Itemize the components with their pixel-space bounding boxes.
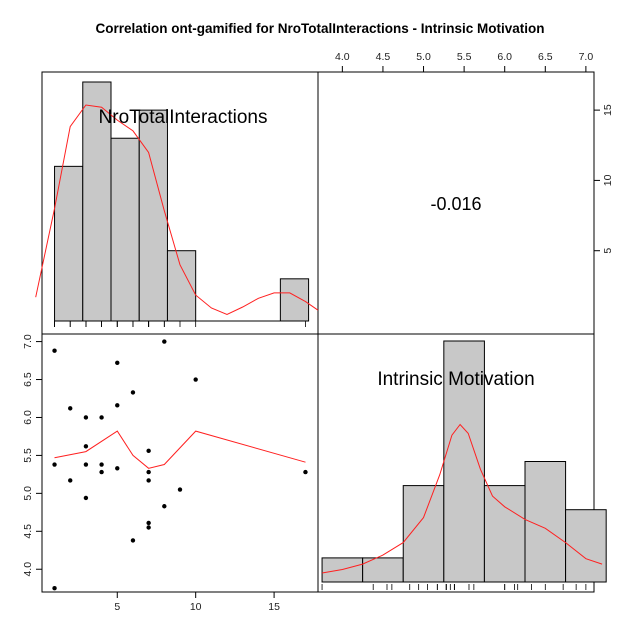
- histogram-bar: [138, 109, 168, 322]
- y-tick-label: 6.5: [22, 372, 34, 387]
- scatter-point: [52, 348, 57, 353]
- top-tick-label: 5.5: [457, 51, 472, 63]
- scatter-point: [83, 444, 89, 449]
- x-tick-label: 5: [114, 601, 120, 613]
- top-tick-label: 4.0: [335, 51, 350, 63]
- chart-title: Correlation ont-gamified for NroTotalInt…: [95, 21, 544, 36]
- histogram-bar: [362, 557, 404, 583]
- y-tick-label: 4.0: [22, 562, 34, 577]
- scatter-point: [146, 525, 151, 530]
- top-tick-label: 5.0: [416, 51, 431, 63]
- histogram-bar: [110, 137, 140, 322]
- scatter-point: [68, 406, 73, 411]
- scatter-point: [146, 478, 151, 483]
- scatter-point: [115, 360, 120, 366]
- x-tick-label: 15: [268, 601, 280, 613]
- density-curve: [35, 104, 319, 316]
- scatter-point: [193, 377, 198, 382]
- histogram-bar: [54, 165, 84, 322]
- axes: 5 10 15 4.0 4.5 5.0 5.5 6.0 6.5 7.0 4.0 4.5 5.0 5.5 6.…: [22, 51, 614, 613]
- scatter-point: [162, 504, 167, 509]
- x-tick-label: 10: [190, 601, 202, 613]
- y-tick-label: 5.5: [22, 448, 34, 463]
- scatter-point: [83, 495, 89, 501]
- histogram-bar: [483, 485, 526, 583]
- top-tick-label: 6.5: [538, 51, 553, 63]
- scatter-point: [83, 415, 89, 420]
- scatter-point: [130, 390, 136, 395]
- right-tick-label: 5: [602, 248, 614, 254]
- scatter-point: [115, 466, 120, 471]
- scatter-panel: [52, 339, 308, 591]
- top-tick-label: 7.0: [579, 51, 594, 63]
- histogram-bar: [279, 278, 310, 322]
- scatter-point: [52, 586, 57, 591]
- scatter-point: [130, 538, 136, 543]
- correlation-value: -0.016: [430, 194, 481, 214]
- y-tick-label: 6.0: [22, 410, 34, 425]
- histogram-intrinsic-motivation: [321, 340, 607, 590]
- scatter-point: [52, 462, 57, 467]
- density-curve: [322, 423, 603, 574]
- scatter-point: [83, 462, 89, 467]
- scatter-point: [146, 520, 151, 526]
- variable-label-nro-total-interactions: NroTotalInteractions: [99, 107, 268, 128]
- y-tick-label: 4.5: [22, 524, 34, 539]
- right-tick-label: 10: [602, 174, 614, 186]
- histogram-nro-total-interactions: [35, 81, 319, 327]
- histogram-bar: [402, 485, 445, 583]
- scatter-point: [177, 487, 183, 492]
- scatter-point: [99, 469, 104, 475]
- y-tick-label: 5.0: [22, 486, 34, 501]
- top-tick-label: 6.0: [497, 51, 512, 63]
- y-tick-label: 7.0: [22, 334, 34, 349]
- scatter-point: [303, 469, 308, 475]
- scatter-point: [99, 462, 104, 467]
- panel-bottom-left-frame: [41, 333, 319, 593]
- scatter-point: [146, 469, 151, 475]
- histogram-bar: [565, 509, 607, 583]
- smooth-line: [54, 430, 306, 469]
- scatter-point: [99, 415, 104, 420]
- scatter-point: [146, 448, 151, 454]
- right-tick-label: 15: [602, 104, 614, 116]
- scatter-point: [162, 339, 167, 344]
- top-tick-label: 4.5: [376, 51, 391, 63]
- scatter-point: [68, 478, 73, 483]
- panel-bottom-right-frame: [317, 333, 595, 593]
- variable-label-intrinsic-motivation: Intrinsic Motivation: [377, 369, 534, 390]
- scatter-point: [115, 403, 120, 408]
